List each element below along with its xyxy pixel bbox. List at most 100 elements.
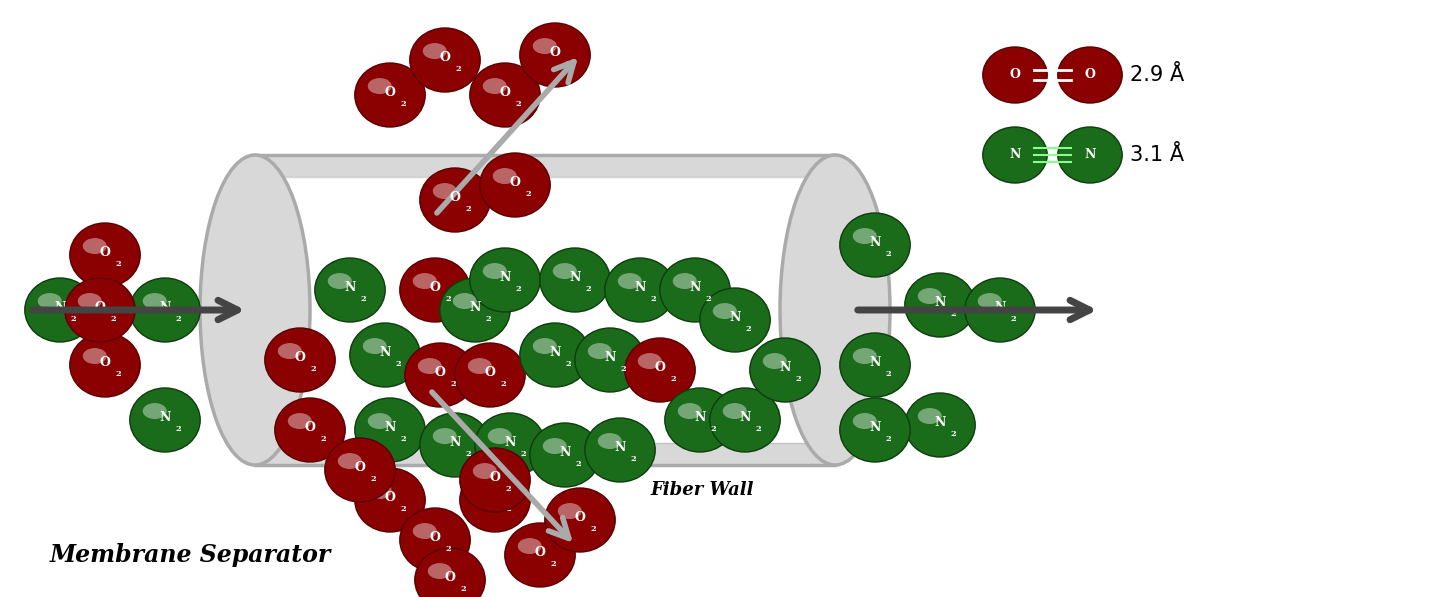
- Ellipse shape: [480, 153, 551, 217]
- Text: 2: 2: [466, 205, 472, 213]
- Ellipse shape: [417, 358, 442, 374]
- Text: 2: 2: [886, 250, 892, 258]
- Text: N: N: [159, 301, 171, 314]
- Text: 2: 2: [400, 100, 406, 108]
- Text: 2: 2: [1011, 315, 1017, 323]
- Text: 2: 2: [585, 285, 591, 293]
- Text: 2: 2: [651, 295, 657, 303]
- Text: N: N: [1010, 149, 1021, 162]
- Ellipse shape: [483, 78, 506, 94]
- Text: 2: 2: [110, 315, 116, 323]
- Text: N: N: [869, 236, 880, 249]
- Ellipse shape: [367, 483, 391, 499]
- Ellipse shape: [840, 333, 911, 397]
- Ellipse shape: [519, 23, 591, 87]
- Text: O: O: [354, 461, 366, 474]
- Text: 2: 2: [456, 65, 462, 73]
- Ellipse shape: [367, 78, 391, 94]
- Text: N: N: [499, 271, 511, 284]
- Ellipse shape: [710, 388, 780, 452]
- Text: 2: 2: [551, 560, 556, 568]
- Ellipse shape: [414, 548, 485, 597]
- Text: 2: 2: [175, 315, 181, 323]
- Ellipse shape: [713, 303, 737, 319]
- Text: 2: 2: [486, 315, 492, 323]
- Ellipse shape: [853, 348, 876, 364]
- Ellipse shape: [625, 338, 695, 402]
- Ellipse shape: [853, 413, 876, 429]
- Text: Membrane Separator: Membrane Separator: [50, 543, 331, 567]
- Text: N: N: [634, 281, 645, 294]
- Text: N: N: [604, 351, 615, 364]
- Text: 2: 2: [360, 295, 366, 303]
- Text: O: O: [549, 46, 561, 59]
- Ellipse shape: [354, 398, 426, 462]
- Ellipse shape: [1058, 127, 1123, 183]
- Text: 2: 2: [886, 435, 892, 443]
- Ellipse shape: [982, 127, 1047, 183]
- Text: N: N: [384, 421, 396, 434]
- Ellipse shape: [367, 413, 391, 429]
- Text: 2: 2: [311, 365, 317, 373]
- Text: 2: 2: [400, 505, 406, 513]
- Ellipse shape: [588, 343, 612, 359]
- Ellipse shape: [518, 538, 542, 554]
- Text: 2: 2: [400, 435, 406, 443]
- Bar: [255, 155, 835, 177]
- Text: 2: 2: [746, 325, 751, 333]
- Ellipse shape: [400, 508, 470, 572]
- Text: 2: 2: [591, 525, 597, 533]
- Text: N: N: [380, 346, 390, 359]
- Ellipse shape: [539, 248, 611, 312]
- Ellipse shape: [700, 288, 770, 352]
- Ellipse shape: [552, 263, 576, 279]
- Ellipse shape: [423, 43, 447, 59]
- Ellipse shape: [473, 463, 496, 479]
- Text: 2: 2: [466, 450, 472, 458]
- Ellipse shape: [460, 448, 531, 512]
- Ellipse shape: [427, 563, 452, 579]
- Text: O: O: [654, 361, 665, 374]
- Text: O: O: [95, 301, 106, 314]
- Ellipse shape: [493, 168, 516, 184]
- Text: 2: 2: [321, 435, 327, 443]
- Text: O: O: [430, 531, 440, 544]
- Ellipse shape: [488, 428, 512, 444]
- Ellipse shape: [840, 398, 911, 462]
- Ellipse shape: [558, 503, 582, 519]
- Text: 2.9 Å: 2.9 Å: [1130, 65, 1184, 85]
- Ellipse shape: [440, 278, 511, 342]
- Text: O: O: [294, 351, 305, 364]
- Text: O: O: [99, 356, 110, 369]
- Text: 2: 2: [70, 315, 76, 323]
- Text: N: N: [469, 301, 480, 314]
- Ellipse shape: [363, 338, 387, 354]
- Ellipse shape: [678, 403, 701, 419]
- Ellipse shape: [315, 258, 386, 322]
- Ellipse shape: [265, 328, 336, 392]
- Text: O: O: [509, 176, 521, 189]
- Ellipse shape: [533, 338, 556, 354]
- Text: N: N: [694, 411, 706, 424]
- Ellipse shape: [350, 323, 420, 387]
- Ellipse shape: [338, 453, 361, 469]
- Ellipse shape: [467, 358, 492, 374]
- Text: O: O: [384, 491, 396, 504]
- Ellipse shape: [982, 47, 1047, 103]
- Text: O: O: [1084, 69, 1096, 82]
- Text: 2: 2: [521, 450, 526, 458]
- Text: N: N: [559, 446, 571, 459]
- Text: 2: 2: [631, 455, 637, 463]
- Ellipse shape: [354, 468, 426, 532]
- Text: 3.1 Å: 3.1 Å: [1130, 145, 1184, 165]
- Ellipse shape: [143, 403, 166, 419]
- Ellipse shape: [130, 388, 201, 452]
- Ellipse shape: [918, 408, 942, 424]
- Ellipse shape: [324, 438, 396, 502]
- Bar: [255, 443, 835, 465]
- Ellipse shape: [460, 468, 531, 532]
- Text: O: O: [435, 366, 446, 379]
- Text: O: O: [450, 191, 460, 204]
- Ellipse shape: [199, 155, 310, 465]
- Ellipse shape: [660, 258, 730, 322]
